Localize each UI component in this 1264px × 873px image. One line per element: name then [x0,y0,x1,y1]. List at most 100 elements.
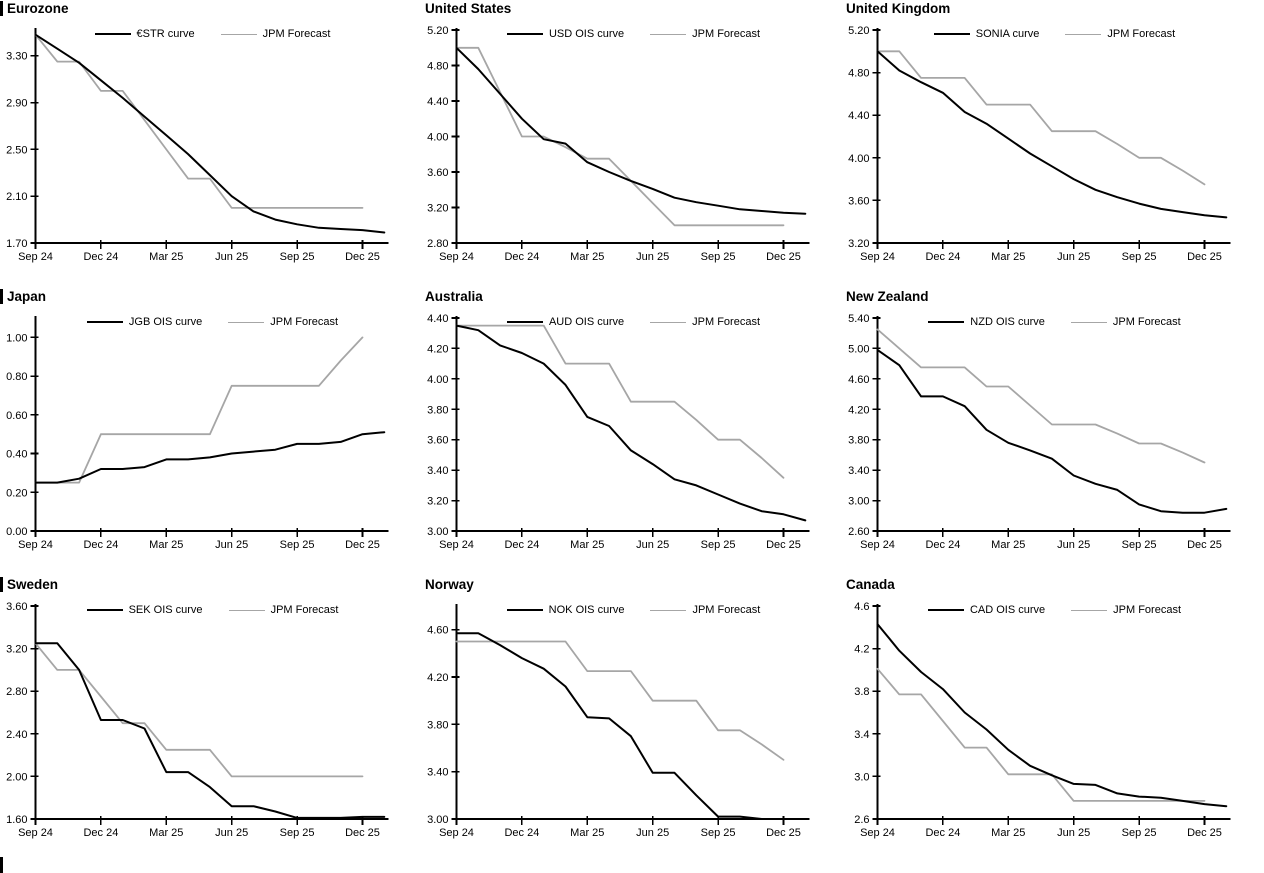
x-tick-label: Sep 25 [1122,251,1157,263]
legend-entry: €STR curve [94,28,195,40]
y-tick-label: 2.90 [6,98,27,110]
legend-line-sample [228,321,265,323]
axes [451,604,810,825]
y-tick-label: 0.80 [6,371,27,383]
y-tick-label: 4.00 [848,153,869,165]
x-tick-label: Sep 25 [701,827,736,839]
forecast-line [876,50,1206,186]
x-tick-label: Sep 24 [18,827,53,839]
y-tick-label: 2.50 [6,144,27,156]
legend-line-sample [506,609,543,611]
axes [451,28,810,249]
y-tick-label: 2.10 [6,191,27,203]
y-tick-label: 3.40 [427,767,448,779]
chart-united-states: United States 5.20 4.80 4.40 4.00 3.60 3.20 2.8… [421,0,842,288]
section-marker-bottom [0,857,3,873]
legend-line-sample [933,33,970,35]
x-tick-label: Jun 25 [636,827,669,839]
x-tick-label: Sep 24 [860,539,895,551]
legend-label: JPM Forecast [270,604,339,616]
x-tick-label: Sep 24 [439,251,474,263]
y-tick-label: 3.00 [848,496,869,508]
legend-entry: AUD OIS curve [506,316,625,328]
legend-line-sample [506,33,543,35]
x-tick-label: Sep 25 [280,251,315,263]
legend-entry: JPM Forecast [228,316,338,328]
legend-entry: JPM Forecast [650,28,760,40]
x-tick-label: Sep 25 [701,251,736,263]
x-tick-label: Sep 24 [860,251,895,263]
x-tick-label: Mar 25 [570,827,604,839]
y-tick-label: 3.40 [848,465,869,477]
axes [872,316,1231,537]
legend-entry: JPM Forecast [220,28,330,40]
x-tick-label: Dec 24 [925,251,960,263]
ois-curve-line [455,324,807,522]
chart-title-row: Norway [425,577,474,592]
legend-entry: JPM Forecast [1070,316,1181,328]
y-tick-label: 0.20 [6,487,27,499]
y-tick-label: 0.00 [6,526,27,538]
section-marker [0,289,3,304]
y-tick-label: 3.60 [427,167,448,179]
legend-line-sample [220,33,257,35]
y-tick-label: 3.0 [854,771,869,783]
y-tick-label: 3.20 [6,644,27,656]
legend-label: AUD OIS curve [548,316,625,328]
chart-title: Australia [425,289,483,304]
legend-label: JPM Forecast [692,316,761,328]
legend-line-sample [228,609,265,611]
x-tick-label: Dec 25 [345,539,380,551]
y-tick-label: 2.60 [848,526,869,538]
x-tick-label: Jun 25 [1057,539,1090,551]
section-marker [0,1,3,16]
y-tick-label: 3.60 [848,195,869,207]
y-tick-label: 2.80 [6,686,27,698]
chart-title-row: Canada [846,577,895,592]
legend-line-sample [94,33,131,35]
legend: SEK OIS curve JPM Forecast [36,604,389,616]
forecast-line [876,667,1206,802]
x-tick-label: Dec 25 [345,251,380,263]
y-tick-label: 3.20 [848,238,869,250]
y-tick-label: 4.40 [427,96,448,108]
legend-line-sample [1071,609,1108,611]
legend-entry: JGB OIS curve [86,316,202,328]
legend-label: SONIA curve [975,28,1040,40]
legend-line-sample [650,321,687,323]
x-tick-label: Sep 24 [860,827,895,839]
y-tick-label: 3.60 [427,435,448,447]
x-tick-label: Dec 25 [766,827,801,839]
forecast-line [455,640,785,761]
legend: AUD OIS curve JPM Forecast [457,316,810,328]
x-tick-label: Dec 25 [766,539,801,551]
x-tick-label: Sep 25 [1122,539,1157,551]
legend-entry: NZD OIS curve [928,316,1045,328]
legend-line-sample [650,33,687,35]
chart-title: United States [425,1,512,16]
x-tick-label: Mar 25 [991,827,1025,839]
chart-title-row: Eurozone [0,1,69,16]
y-tick-label: 2.6 [854,814,869,826]
y-tick-label: 4.6 [854,601,869,613]
y-tick-label: 4.60 [848,374,869,386]
axes [872,28,1231,249]
section-marker [0,577,3,592]
legend-label: NZD OIS curve [970,316,1045,328]
y-tick-label: 3.8 [854,686,869,698]
legend: CAD OIS curve JPM Forecast [878,604,1231,616]
y-tick-label: 5.20 [848,25,869,37]
chart-title-row: United States [425,1,511,16]
x-tick-label: Dec 24 [83,539,118,551]
legend: NZD OIS curve JPM Forecast [878,316,1231,328]
ois-curve-line [876,50,1228,219]
legend-entry: JPM Forecast [650,604,760,616]
legend-label: JPM Forecast [1107,28,1176,40]
legend-entry: JPM Forecast [1065,28,1175,40]
